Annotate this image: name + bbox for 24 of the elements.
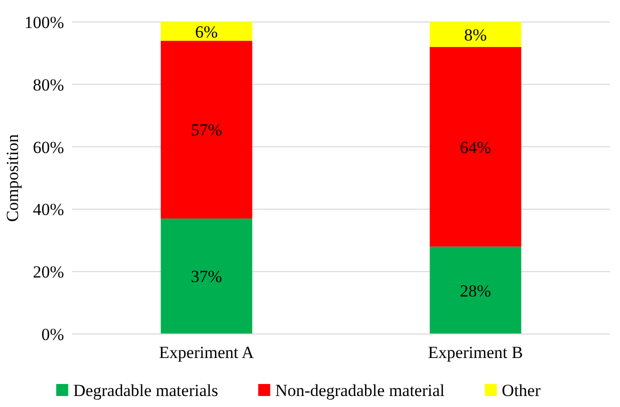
data-label: 8% [464, 25, 487, 44]
data-label: 57% [190, 120, 222, 140]
legend-label: Other [502, 380, 541, 400]
bar [160, 218, 252, 334]
x-tick-label: Experiment A [159, 343, 255, 362]
data-label: 64% [460, 138, 492, 157]
x-tick-label: Experiment B [428, 343, 523, 362]
legend-label: Degradable materials [73, 380, 218, 400]
bar [430, 246, 522, 334]
y-tick-label: 40% [32, 200, 64, 220]
y-tick-label: 80% [32, 75, 64, 94]
bar [430, 22, 522, 47]
y-tick-label: 20% [32, 262, 64, 282]
bar [160, 40, 252, 219]
legend-label: Non-degradable material [275, 380, 445, 400]
data-label: 28% [460, 281, 492, 300]
y-axis-title: Composition [3, 134, 22, 222]
data-label: 37% [190, 267, 222, 286]
bar [160, 22, 252, 41]
y-tick-label: 0% [41, 324, 64, 344]
bar [430, 46, 522, 247]
y-tick-label: 100% [24, 12, 64, 32]
y-tick-label: 60% [32, 138, 64, 157]
data-label: 6% [195, 22, 218, 42]
